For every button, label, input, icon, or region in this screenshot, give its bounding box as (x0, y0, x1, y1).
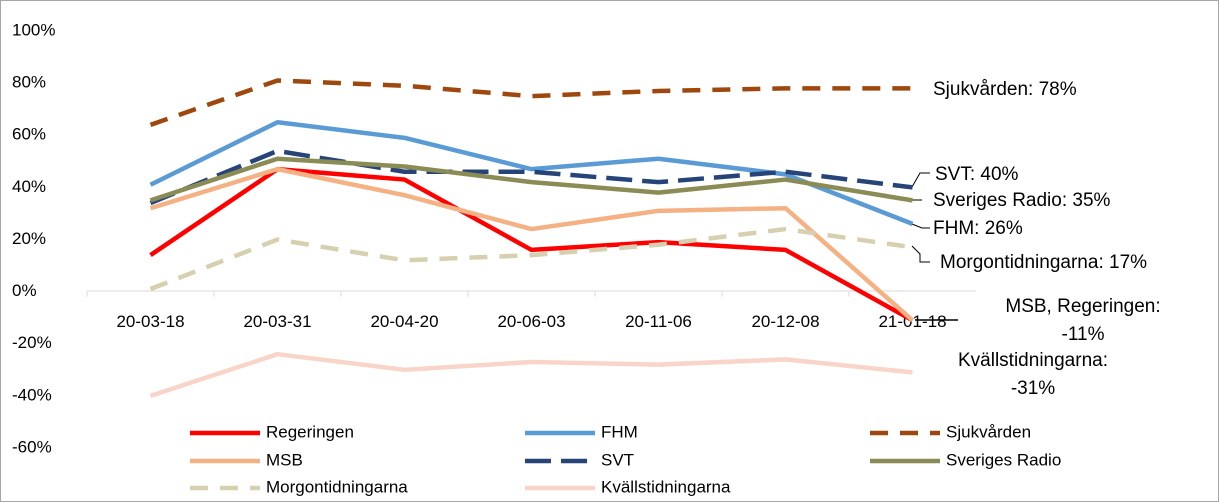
leader (911, 245, 930, 263)
y-tick-label: -60% (12, 437, 52, 456)
y-tick-label: -40% (12, 385, 52, 404)
x-tick-label: 20-04-20 (370, 312, 438, 331)
y-tick-label: 0% (12, 281, 37, 300)
y-tick-label: 40% (12, 177, 46, 196)
x-tick-label: 20-11-06 (625, 312, 692, 331)
annotation: MSB, Regeringen: (1005, 296, 1160, 317)
legend-label: FHM (601, 422, 638, 441)
annotation: FHM: 26% (933, 218, 1023, 239)
legend-label: Kvällstidningarna (601, 477, 731, 496)
series-line (149, 78, 913, 127)
legend-label: Sveriges Radio (946, 450, 1061, 469)
legend-label: Regeringen (266, 422, 354, 441)
annotation: Kvällstidningarna: (958, 350, 1108, 371)
legend-label: Morgontidningarna (266, 477, 408, 496)
y-tick-label: 20% (12, 229, 46, 248)
y-tick-label: 80% (12, 73, 46, 92)
legend-label: MSB (266, 450, 303, 469)
leader (911, 223, 930, 229)
annotation: SVT: 40% (935, 164, 1019, 185)
y-tick-label: 60% (12, 125, 46, 144)
legend-label: Sjukvården (946, 422, 1031, 441)
series-line (149, 351, 913, 399)
x-tick-label: 20-03-18 (116, 312, 184, 331)
legend-label: SVT (601, 450, 634, 469)
annotation: -31% (1011, 378, 1055, 399)
x-tick-label: 21-01-18 (878, 312, 946, 331)
leader (911, 172, 930, 188)
series-line (149, 156, 913, 203)
series-line (149, 226, 913, 292)
annotation: Sveriges Radio: 35% (933, 190, 1111, 211)
x-tick-label: 20-12-08 (751, 312, 819, 331)
y-tick-label: 100% (12, 20, 55, 39)
x-tick-label: 20-06-03 (497, 312, 565, 331)
y-tick-label: -20% (12, 333, 52, 352)
annotation: Sjukvården: 78% (933, 79, 1077, 100)
annotation: -11% (1062, 324, 1105, 345)
series-line (149, 119, 914, 226)
annotation: Morgontidningarna: 17% (940, 252, 1147, 273)
series-line (149, 166, 914, 322)
x-tick-label: 20-03-31 (243, 312, 311, 331)
